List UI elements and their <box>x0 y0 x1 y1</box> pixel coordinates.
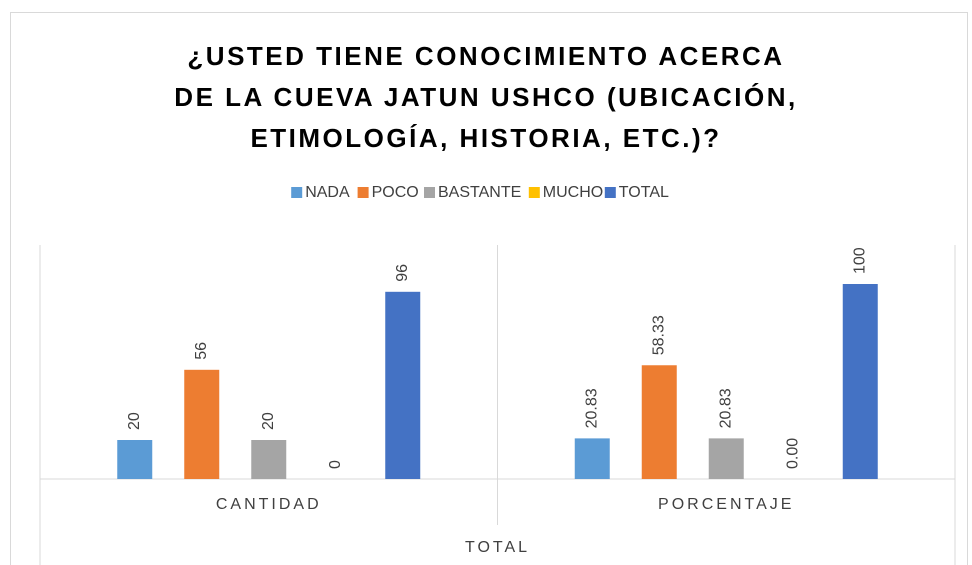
legend-label: NADA <box>305 184 350 201</box>
bar <box>117 440 153 479</box>
data-label: 96 <box>394 264 411 282</box>
legend-label: TOTAL <box>619 184 669 201</box>
chart-title: ¿USTED TIENE CONOCIMIENTO ACERCA DE LA C… <box>174 41 798 153</box>
x-tick-label: CANTIDAD <box>216 496 322 513</box>
bar <box>184 369 220 479</box>
x-tick-label: PORCENTAJE <box>658 496 794 513</box>
data-label: 20 <box>126 412 143 430</box>
group-label: TOTAL <box>465 539 530 556</box>
data-label: 56 <box>193 342 210 360</box>
bar <box>385 291 421 479</box>
legend-label: BASTANTE <box>438 184 521 201</box>
legend-label: POCO <box>372 184 419 201</box>
bar <box>641 365 677 479</box>
bar <box>708 438 744 479</box>
legend-swatch <box>357 187 369 198</box>
legend-label: MUCHO <box>543 184 603 201</box>
data-label: 20.83 <box>583 388 600 428</box>
bar <box>251 440 287 479</box>
chart-border <box>10 12 968 565</box>
data-label: 100 <box>851 247 868 274</box>
legend-swatch <box>528 187 540 198</box>
data-label: 20 <box>260 412 277 430</box>
bar <box>842 284 878 479</box>
data-label: 20.83 <box>717 388 734 428</box>
data-label: 58.33 <box>650 315 667 355</box>
data-label: 0.00 <box>784 438 801 469</box>
bar <box>574 438 610 479</box>
legend-swatch <box>291 187 303 198</box>
data-label: 0 <box>327 460 344 469</box>
legend-swatch <box>604 187 616 198</box>
legend-swatch <box>424 187 435 198</box>
